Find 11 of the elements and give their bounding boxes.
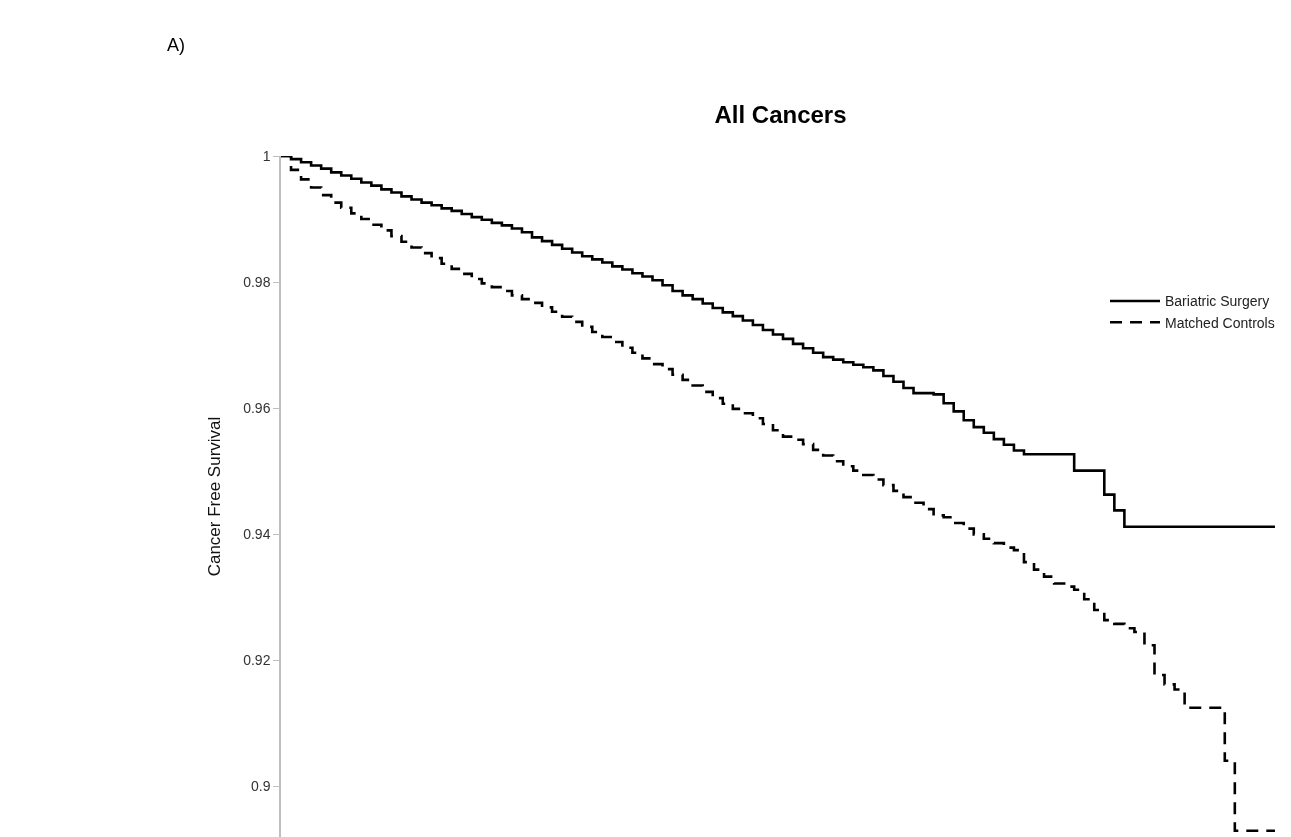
chart-title: All Cancers [714,101,847,129]
y-tick-label: 0.96 [243,400,271,417]
y-tick-label: 0.92 [243,652,271,669]
legend-label: Matched Controls [1165,314,1275,331]
y-axis-title: Cancer Free Survival [205,416,225,577]
y-tick-label: 0.94 [243,526,271,543]
legend-label: Bariatric Surgery [1165,293,1270,310]
text: A) [167,35,185,55]
y-tick-label: 0.98 [243,274,271,291]
y-tick-label: 0.9 [250,778,271,795]
y-tick-label: 1 [262,147,271,164]
